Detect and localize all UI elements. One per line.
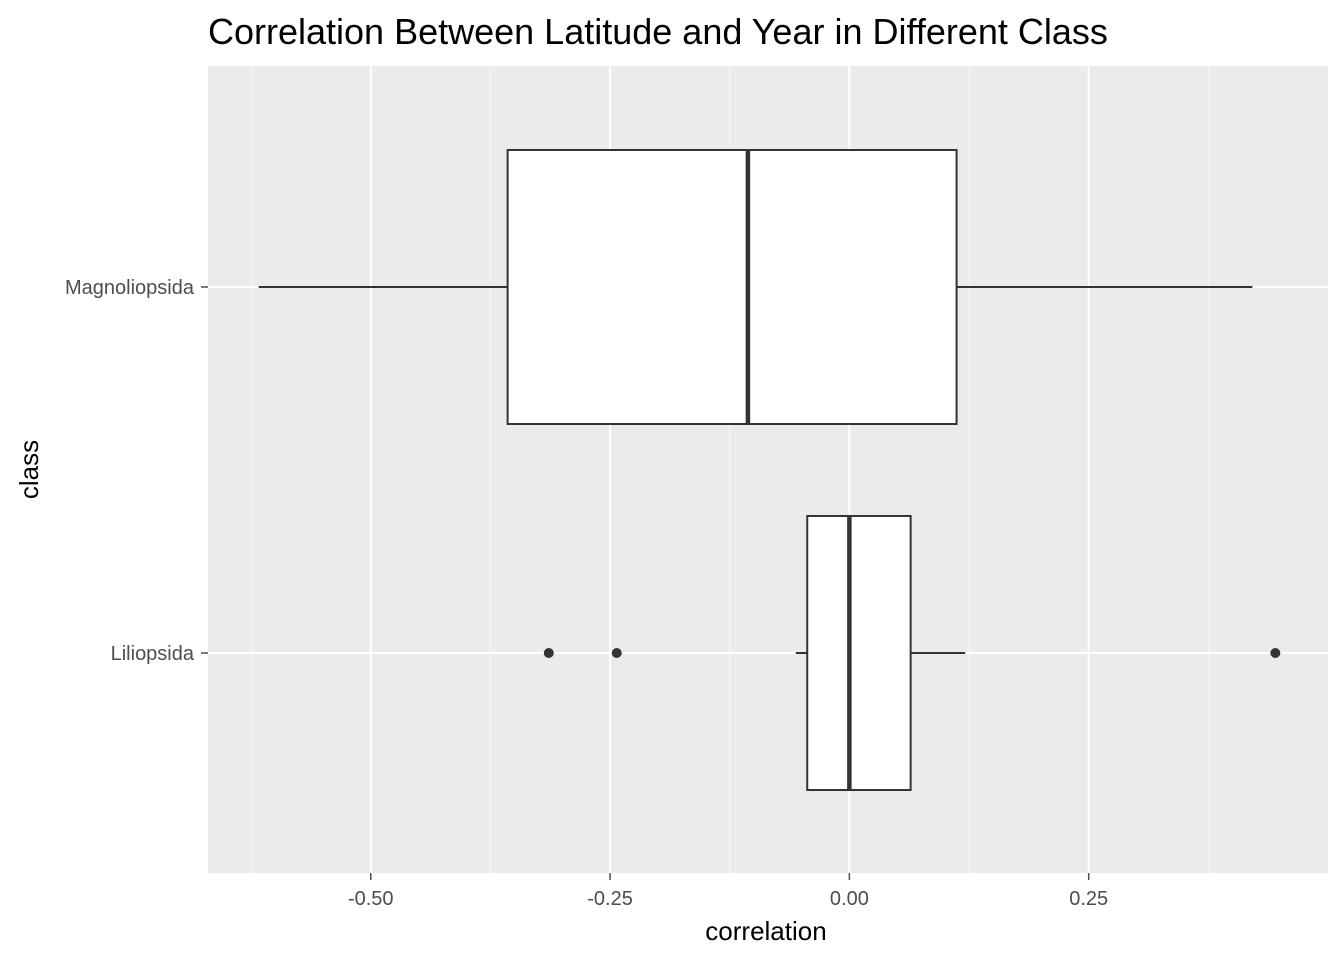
axes: -0.50 -0.25 0.00 0.25 Magnoliopsida Liliopsid… [65,277,1108,910]
outlier-point [1270,648,1281,658]
box-magnoliopsida [258,149,1253,425]
x-tick-label: -0.25 [587,888,633,910]
outlier-point [611,648,622,658]
x-tick-label: -0.50 [348,888,394,910]
y-tick-label: Magnoliopsida [65,277,195,299]
box-liliopsida [543,515,1281,791]
chart-title: Correlation Between Latitude and Year in… [208,11,1108,52]
x-tick-label: 0.25 [1069,888,1108,910]
y-tick-label: Liliopsida [111,643,195,665]
x-tick-label: 0.00 [830,888,869,910]
iqr-box [506,149,958,425]
y-axis-title: class [14,440,44,499]
iqr-box [806,515,912,791]
x-axis-title: correlation [705,916,826,946]
outlier-point [543,648,554,658]
boxes [258,149,1281,791]
